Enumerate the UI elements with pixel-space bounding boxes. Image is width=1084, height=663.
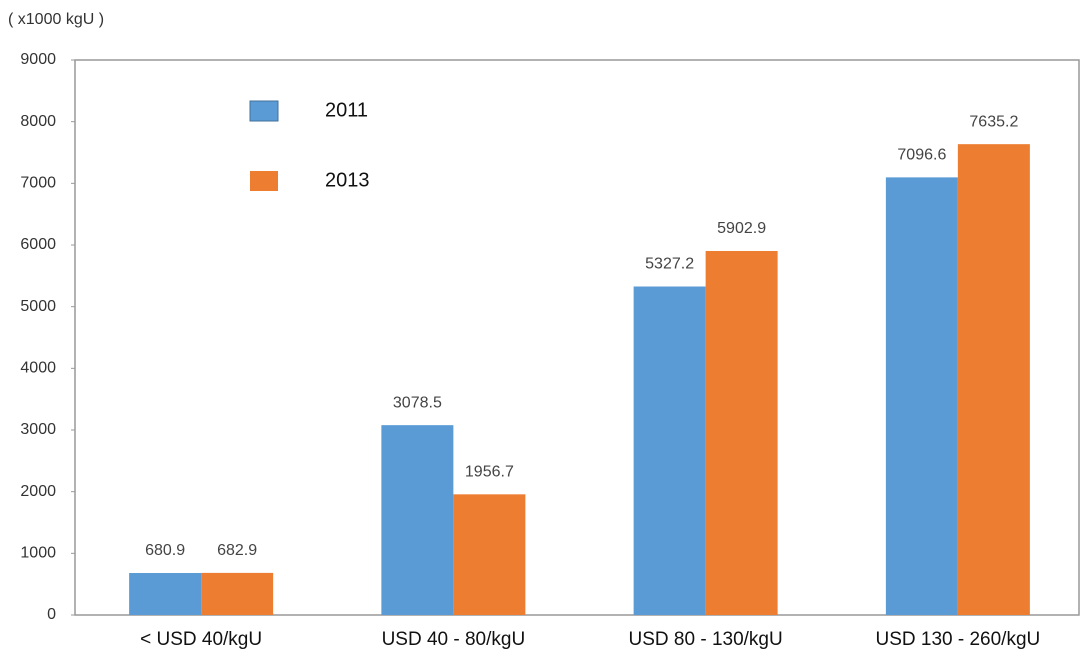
data-label: 682.9 [217,542,257,559]
x-tick-label: USD 130 - 260/kgU [876,629,1041,650]
bar [201,572,274,615]
y-tick-label: 9000 [20,51,56,68]
data-label: 7635.2 [969,113,1018,130]
y-tick-label: 0 [47,606,56,623]
y-tick-label: 7000 [20,175,56,192]
bar [381,425,454,615]
x-tick-label: USD 40 - 80/kgU [382,629,526,650]
bar [957,144,1030,616]
y-tick-label: 1000 [20,545,56,562]
x-tick-label: USD 80 - 130/kgU [629,629,783,650]
y-axis-label: ( x1000 kgU ) [8,11,104,28]
y-tick-label: 2000 [20,483,56,500]
legend-label: 2013 [325,169,370,191]
y-tick-label: 3000 [20,421,56,438]
y-tick-label: 8000 [20,113,56,130]
y-tick-label: 4000 [20,360,56,377]
data-label: 680.9 [145,542,185,559]
data-label: 7096.6 [897,147,946,164]
y-tick-label: 6000 [20,236,56,253]
bar [705,250,778,615]
data-label: 5327.2 [645,256,694,273]
legend-swatch [249,100,279,122]
data-label: 5902.9 [717,220,766,237]
bar [633,286,706,615]
legend-label: 2011 [325,99,368,121]
bar [453,494,526,615]
bar [129,573,202,615]
data-label: 1956.7 [465,464,514,481]
plot-frame [74,59,1080,616]
x-tick-label: < USD 40/kgU [140,629,262,650]
data-label: 3078.5 [393,394,442,411]
bar [885,177,958,615]
legend-swatch [250,171,278,191]
y-tick-label: 5000 [20,298,56,315]
